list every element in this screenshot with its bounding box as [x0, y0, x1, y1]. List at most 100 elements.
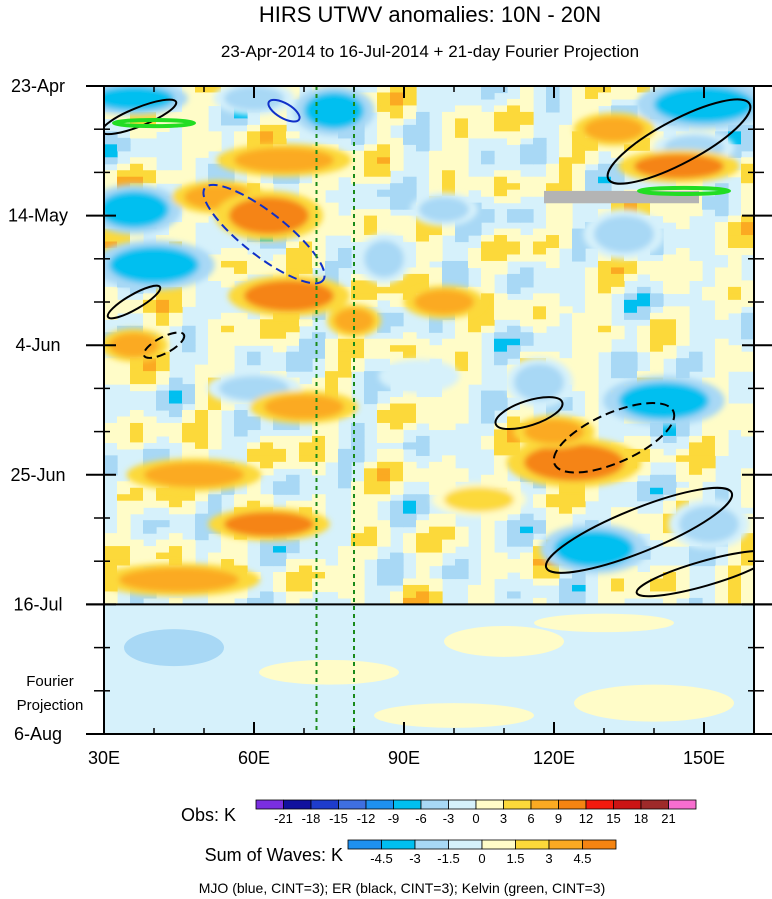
field-cell: [728, 552, 742, 560]
field-cell: [455, 559, 469, 567]
field-cell: [689, 494, 703, 502]
field-cell: [390, 578, 404, 586]
field-cell: [364, 150, 378, 158]
field-cell: [182, 332, 196, 340]
field-cell: [325, 584, 339, 593]
field-cell: [520, 338, 534, 346]
field-cell: [182, 209, 196, 217]
field-cell: [312, 345, 326, 353]
field-cell: [364, 293, 378, 301]
field-cell: [429, 403, 443, 411]
field-cell: [351, 215, 365, 223]
field-cell: [130, 111, 144, 119]
field-cell: [715, 293, 729, 301]
field-cell: [325, 371, 339, 379]
field-cell: [247, 254, 261, 262]
field-cell: [481, 539, 495, 547]
field-cell: [208, 260, 222, 269]
field-cell: [624, 306, 638, 314]
field-cell: [130, 163, 144, 171]
field-cell: [273, 487, 287, 495]
legend-swatch: [515, 839, 550, 850]
field-cell: [442, 572, 456, 580]
field-cell: [286, 358, 300, 366]
field-cell: [156, 455, 170, 463]
field-cell: [494, 118, 508, 126]
field-cell: [715, 338, 729, 346]
field-cell: [442, 533, 456, 541]
field-cell: [715, 286, 729, 294]
footer-note: MJO (blue, CINT=3); ER (black, CINT=3); …: [199, 880, 606, 896]
field-cell: [247, 455, 261, 463]
field-cell: [260, 124, 274, 132]
field-cell: [377, 98, 391, 107]
field-cell: [585, 410, 599, 418]
field-cell: [351, 150, 365, 158]
field-cell: [442, 358, 456, 366]
field-cell: [585, 183, 599, 191]
field-cell: [377, 124, 391, 132]
field-cell: [650, 293, 664, 301]
legend-level-label: -15: [329, 811, 348, 826]
field-cell: [351, 163, 365, 171]
field-cell: [273, 254, 287, 262]
field-cell: [338, 468, 352, 476]
y-tick-label: 4-Jun: [15, 335, 60, 355]
field-cell: [754, 267, 768, 274]
field-cell: [273, 260, 287, 269]
field-cell: [520, 111, 534, 119]
field-cell: [390, 422, 404, 431]
field-cell: [429, 526, 443, 534]
wave-contour-er: [142, 331, 186, 359]
field-cell: [117, 364, 131, 372]
field-cell: [182, 494, 196, 502]
field-cell: [559, 222, 573, 230]
field-cell: [533, 500, 547, 508]
field-cell: [533, 150, 547, 158]
legend-swatch: [613, 799, 642, 810]
field-cell: [182, 293, 196, 301]
field-cell: [715, 241, 729, 249]
field-cell: [312, 338, 326, 346]
field-cell: [260, 442, 274, 450]
field-cell: [585, 312, 599, 320]
field-cell: [208, 500, 222, 508]
field-cell: [754, 229, 768, 236]
anomaly-feature: [444, 487, 514, 512]
field-cell: [507, 312, 521, 320]
field-cell: [143, 416, 157, 424]
field-cell: [546, 260, 560, 269]
field-cell: [221, 280, 235, 288]
field-cell: [143, 371, 157, 379]
field-cell: [325, 455, 339, 463]
field-cell: [650, 455, 664, 463]
field-cell: [234, 591, 248, 599]
field-cell: [741, 157, 754, 165]
field-cell: [481, 533, 495, 541]
field-cell: [468, 176, 482, 184]
field-cell: [403, 597, 417, 605]
field-cell: [520, 124, 534, 132]
field-cell: [182, 416, 196, 424]
field-cell: [182, 228, 196, 236]
field-cell: [429, 474, 443, 482]
field-cell: [351, 584, 365, 593]
field-cell: [273, 435, 287, 443]
field-cell: [650, 448, 664, 456]
field-cell: [104, 371, 118, 379]
field-cell: [702, 377, 716, 385]
field-cell: [312, 183, 326, 191]
field-cell: [546, 170, 560, 178]
projection-feature: [374, 703, 534, 728]
field-cell: [377, 565, 391, 573]
field-cell: [494, 513, 508, 521]
legend-level-label: -18: [302, 811, 321, 826]
field-cell: [234, 416, 248, 424]
field-cell: [520, 403, 534, 411]
field-cell: [195, 118, 209, 126]
field-cell: [442, 390, 456, 398]
field-cell: [273, 559, 287, 567]
chart-title: HIRS UTWV anomalies: 10N - 20N: [259, 2, 601, 27]
field-cell: [546, 163, 560, 171]
field-cell: [390, 345, 404, 353]
